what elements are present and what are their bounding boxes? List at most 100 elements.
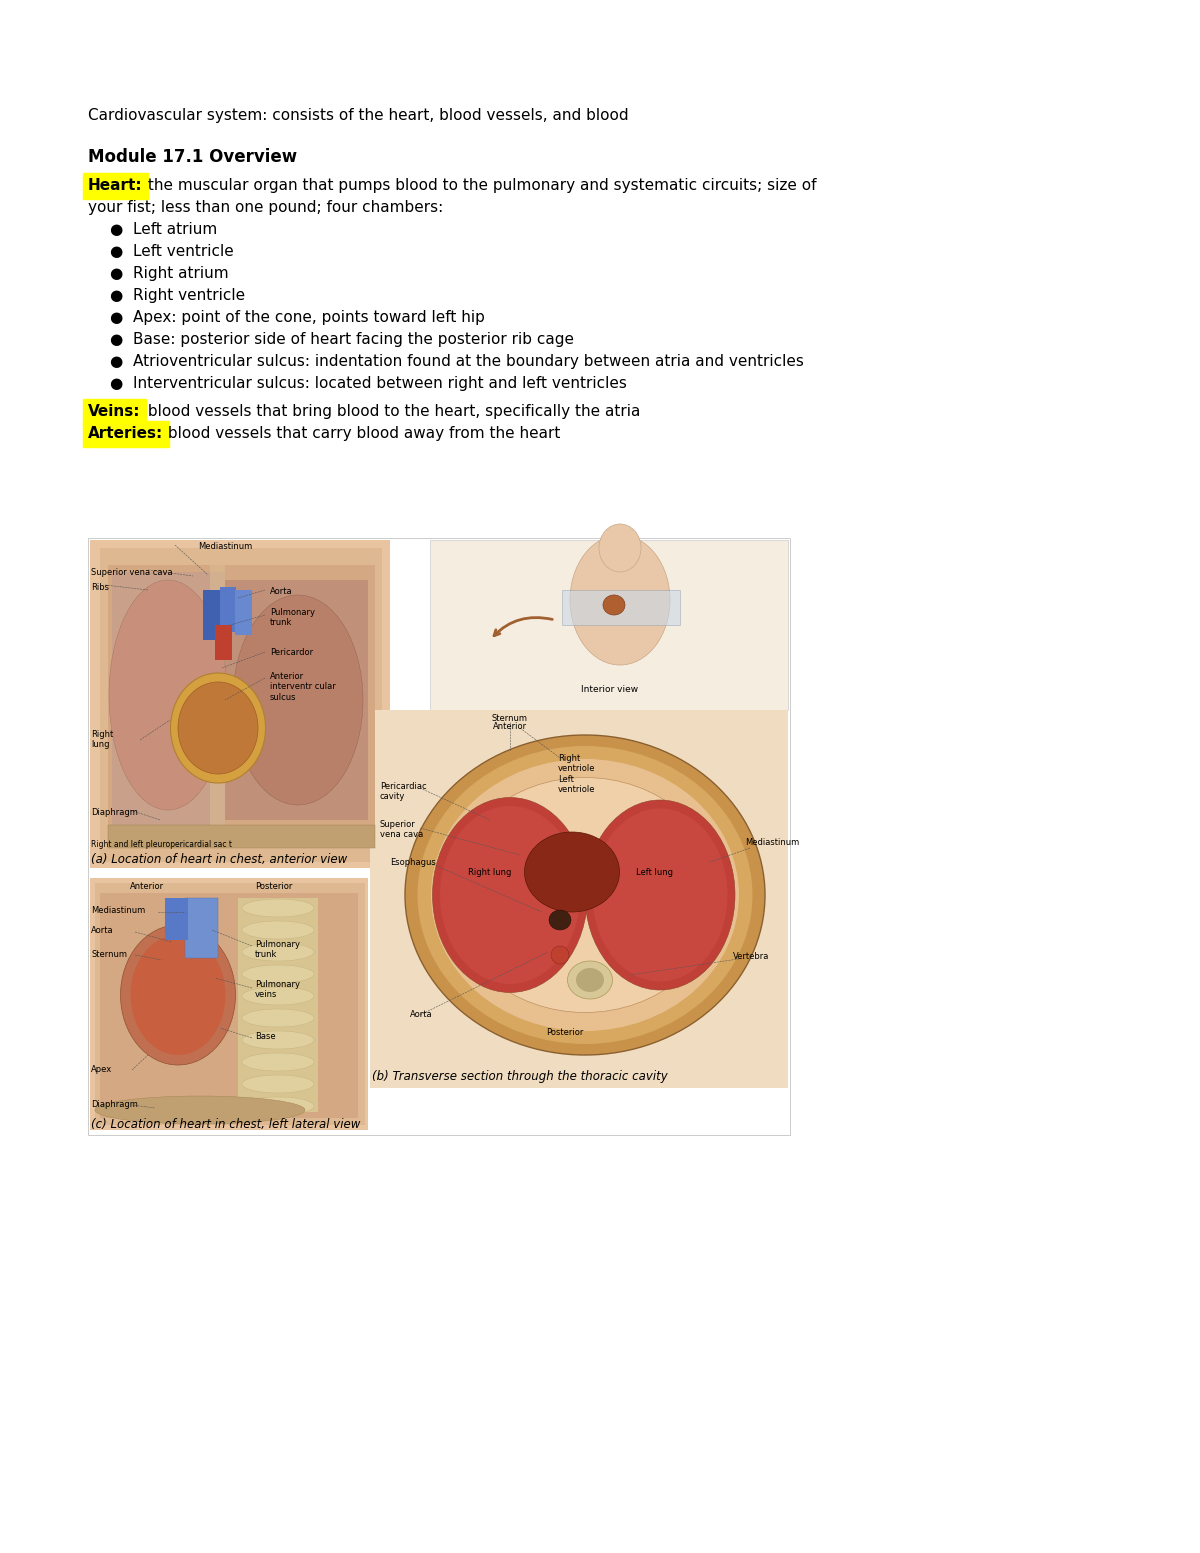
Text: blood vessels that carry blood away from the heart: blood vessels that carry blood away from…	[163, 426, 560, 441]
Ellipse shape	[604, 595, 625, 615]
Text: Right and left pleuropericardial sac t: Right and left pleuropericardial sac t	[91, 840, 232, 849]
Text: Posterior: Posterior	[256, 882, 293, 891]
Text: Heart:: Heart:	[88, 179, 143, 193]
Bar	[90, 877, 368, 1131]
Ellipse shape	[406, 735, 766, 1054]
Text: Right lung: Right lung	[468, 868, 511, 877]
Text: Pericardiac
cavity: Pericardiac cavity	[380, 783, 427, 801]
Bar	[108, 825, 374, 848]
Bar	[108, 565, 374, 845]
Text: ●  Left atrium: ● Left atrium	[110, 222, 217, 238]
Text: Anterior
interventr cular
sulcus: Anterior interventr cular sulcus	[270, 672, 336, 702]
Text: Arteries:: Arteries:	[88, 426, 163, 441]
Text: Ribs: Ribs	[91, 582, 109, 592]
Text: ●  Apex: point of the cone, points toward left hip: ● Apex: point of the cone, points toward…	[110, 311, 485, 325]
Ellipse shape	[440, 806, 580, 985]
Text: Superior vena cava: Superior vena cava	[91, 568, 173, 578]
Ellipse shape	[120, 926, 235, 1065]
Bar	[562, 590, 680, 624]
Bar	[100, 548, 382, 862]
Ellipse shape	[242, 1009, 314, 1027]
Ellipse shape	[242, 943, 314, 961]
Ellipse shape	[432, 798, 588, 992]
Ellipse shape	[418, 745, 752, 1044]
Ellipse shape	[242, 1031, 314, 1048]
Ellipse shape	[450, 778, 720, 1013]
Text: Sternum: Sternum	[492, 714, 528, 724]
Ellipse shape	[431, 759, 739, 1031]
Text: Pulmonary
trunk: Pulmonary trunk	[256, 940, 300, 960]
Text: Apex: Apex	[91, 1065, 113, 1075]
Text: Pericardor: Pericardor	[270, 648, 313, 657]
Ellipse shape	[242, 964, 314, 983]
Text: Mediastinum: Mediastinum	[91, 905, 145, 915]
Text: Superior
vena cava: Superior vena cava	[380, 820, 424, 840]
Bar	[210, 565, 226, 825]
Text: Diaphragm: Diaphragm	[91, 808, 138, 817]
Ellipse shape	[570, 534, 670, 665]
Ellipse shape	[242, 1053, 314, 1072]
Text: Veins:: Veins:	[88, 404, 140, 419]
Text: Mediastinum: Mediastinum	[198, 542, 252, 551]
Ellipse shape	[170, 672, 265, 783]
Ellipse shape	[568, 961, 612, 999]
Ellipse shape	[550, 910, 571, 930]
Ellipse shape	[109, 579, 227, 811]
Bar	[166, 898, 188, 940]
Bar	[88, 537, 790, 1135]
Text: Base: Base	[256, 1033, 276, 1041]
Bar	[100, 893, 358, 1118]
Text: Aorta: Aorta	[270, 587, 293, 596]
Ellipse shape	[178, 682, 258, 773]
Text: Left
ventriole: Left ventriole	[558, 775, 595, 795]
Text: Posterior: Posterior	[546, 1028, 583, 1037]
Text: Left lung: Left lung	[636, 868, 673, 877]
Text: Sternum: Sternum	[91, 950, 127, 960]
Ellipse shape	[586, 800, 734, 989]
Text: Anterior: Anterior	[130, 882, 164, 891]
Text: Aorta: Aorta	[410, 1009, 433, 1019]
Bar	[235, 590, 252, 635]
Bar	[90, 540, 390, 868]
Text: Vertebra: Vertebra	[733, 952, 769, 961]
Ellipse shape	[551, 946, 569, 964]
Text: (a) Location of heart in chest, anterior view: (a) Location of heart in chest, anterior…	[91, 853, 347, 867]
Text: Module 17.1 Overview: Module 17.1 Overview	[88, 148, 298, 166]
Bar	[112, 572, 226, 828]
Text: Mediastinum: Mediastinum	[745, 839, 799, 846]
Bar	[220, 587, 236, 632]
Text: Interior view: Interior view	[582, 685, 638, 694]
Ellipse shape	[242, 988, 314, 1005]
Text: Right
ventriole: Right ventriole	[558, 755, 595, 773]
Text: Aorta: Aorta	[91, 926, 114, 935]
Ellipse shape	[233, 595, 364, 804]
Text: ●  Right ventricle: ● Right ventricle	[110, 287, 245, 303]
Text: blood vessels that bring blood to the heart, specifically the atria: blood vessels that bring blood to the he…	[143, 404, 641, 419]
Bar	[430, 540, 788, 710]
Text: ●  Right atrium: ● Right atrium	[110, 266, 229, 281]
Text: Right
lung: Right lung	[91, 730, 113, 750]
Ellipse shape	[599, 523, 641, 572]
Ellipse shape	[242, 1075, 314, 1093]
Text: ●  Atrioventricular sulcus: indentation found at the boundary between atria and : ● Atrioventricular sulcus: indentation f…	[110, 354, 804, 370]
Bar	[185, 898, 218, 958]
Text: Pulmonary
trunk: Pulmonary trunk	[270, 609, 314, 627]
Ellipse shape	[242, 899, 314, 916]
Ellipse shape	[242, 921, 314, 940]
Text: Diaphragm: Diaphragm	[91, 1100, 138, 1109]
Text: Cardiovascular system: consists of the heart, blood vessels, and blood: Cardiovascular system: consists of the h…	[88, 109, 629, 123]
Bar	[215, 624, 232, 660]
Text: Anterior: Anterior	[493, 722, 527, 731]
Text: your fist; less than one pound; four chambers:: your fist; less than one pound; four cha…	[88, 200, 443, 214]
Ellipse shape	[524, 832, 619, 912]
Bar	[370, 710, 788, 1089]
Text: ●  Left ventricle: ● Left ventricle	[110, 244, 234, 259]
Text: the muscular organ that pumps blood to the pulmonary and systematic circuits; si: the muscular organ that pumps blood to t…	[143, 179, 816, 193]
Text: (b) Transverse section through the thoracic cavity: (b) Transverse section through the thora…	[372, 1070, 667, 1082]
Ellipse shape	[95, 1096, 305, 1124]
Text: Pulmonary
veins: Pulmonary veins	[256, 980, 300, 1000]
Bar	[203, 590, 220, 640]
Text: ●  Base: posterior side of heart facing the posterior rib cage: ● Base: posterior side of heart facing t…	[110, 332, 574, 346]
Text: Esophagus: Esophagus	[390, 857, 436, 867]
Bar	[226, 579, 368, 820]
